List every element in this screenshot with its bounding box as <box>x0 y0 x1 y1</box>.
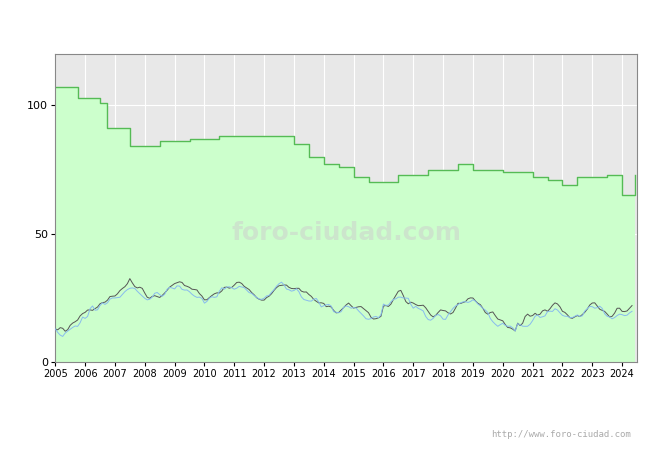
Text: http://www.foro-ciudad.com: http://www.foro-ciudad.com <box>491 430 630 439</box>
Text: Montejo de la Vega de la Serrezuela - Evolucion de la poblacion en edad de Traba: Montejo de la Vega de la Serrezuela - Ev… <box>17 18 633 29</box>
Text: foro-ciudad.com: foro-ciudad.com <box>231 221 461 245</box>
